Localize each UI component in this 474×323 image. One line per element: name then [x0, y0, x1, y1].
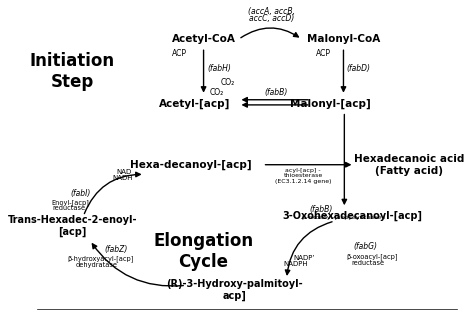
Text: Hexadecanoic acid
(Fatty acid): Hexadecanoic acid (Fatty acid) — [354, 154, 464, 175]
Text: dehydratase: dehydratase — [75, 262, 118, 268]
Text: (R)-3-Hydroxy-palmitoyl-
acp]: (R)-3-Hydroxy-palmitoyl- acp] — [166, 279, 302, 301]
Text: (fabB): (fabB) — [264, 88, 287, 97]
Text: Hexa-decanoyl-[acp]: Hexa-decanoyl-[acp] — [130, 160, 251, 170]
Text: β-oxoacyl-[acp]: β-oxoacyl-[acp] — [346, 253, 398, 260]
Text: NAD: NAD — [117, 169, 132, 175]
Text: (fabD): (fabD) — [347, 64, 371, 73]
Text: (fabB): (fabB) — [309, 205, 332, 214]
Text: ACP: ACP — [172, 49, 187, 58]
Text: (fabH): (fabH) — [207, 64, 231, 73]
Text: Initiation
Step: Initiation Step — [30, 52, 115, 91]
Text: reductase: reductase — [351, 260, 384, 266]
Text: accC, accD): accC, accD) — [249, 14, 294, 23]
Text: CO₂: CO₂ — [220, 78, 235, 87]
Text: (fabZ): (fabZ) — [104, 245, 128, 255]
Text: CO₂: CO₂ — [210, 88, 224, 97]
Text: 3-Oxohexadecanoyl-[acp]: 3-Oxohexadecanoyl-[acp] — [282, 211, 422, 221]
Text: Malonyl-[acp]: Malonyl-[acp] — [290, 99, 371, 109]
Text: reductase: reductase — [53, 205, 86, 211]
Text: NADP’: NADP’ — [293, 255, 315, 261]
Text: (accA, accB,: (accA, accB, — [248, 7, 295, 16]
Text: NADH: NADH — [112, 174, 133, 181]
Text: β-oxoacyl-[acp] synthase I: β-oxoacyl-[acp] synthase I — [302, 215, 385, 220]
Text: (fabG): (fabG) — [353, 242, 377, 251]
Text: Malonyl-CoA: Malonyl-CoA — [307, 34, 380, 44]
Text: ACP: ACP — [316, 49, 331, 58]
Text: Trans-Hexadec-2-enoyl-
[acp]: Trans-Hexadec-2-enoyl- [acp] — [8, 215, 137, 237]
Text: β-hydroxyacyl-[acp]: β-hydroxyacyl-[acp] — [68, 255, 134, 262]
Text: Acetyl-CoA: Acetyl-CoA — [172, 34, 236, 44]
Text: (fabI): (fabI) — [70, 189, 91, 198]
Text: Elongation
Cycle: Elongation Cycle — [154, 232, 254, 271]
Text: Acetyl-[acp]: Acetyl-[acp] — [159, 99, 230, 109]
Text: acyl-[acp] -
thioesterase
(EC3.1.2.14 gene): acyl-[acp] - thioesterase (EC3.1.2.14 ge… — [275, 168, 331, 184]
Text: NADPH: NADPH — [283, 261, 308, 267]
Text: Enoyl-[acp]: Enoyl-[acp] — [51, 199, 89, 206]
